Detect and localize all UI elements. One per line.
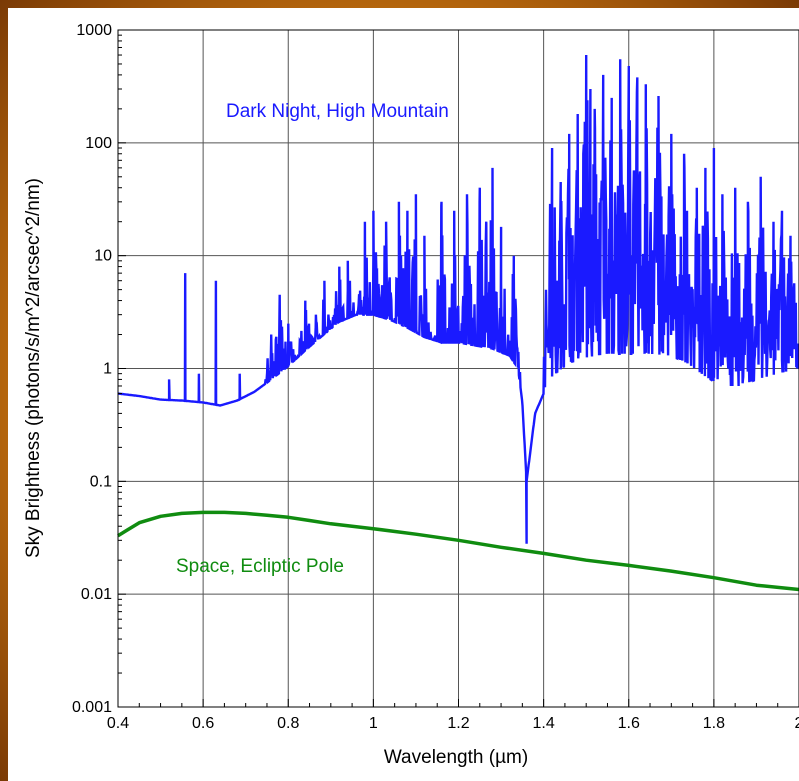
y-tick-label: 0.01 [81,586,112,603]
ticks: 0.4 0.6 0.8 1 1.2 1.4 1.6 1.8 2 0.001 0.01 0.1 1 10 10… [72,22,799,732]
x-tick-label: 0.8 [277,715,299,732]
x-axis-title: Wavelength (µm) [384,747,528,768]
chart-panel [8,8,799,781]
series-label-dark-night: Dark Night, High Mountain [226,101,449,122]
y-tick-label: 1 [103,361,112,378]
x-tick-label: 0.6 [192,715,214,732]
x-tick-label: 1.6 [618,715,640,732]
series-label-space: Space, Ecliptic Pole [176,556,344,577]
x-tick-label: 1 [369,715,378,732]
y-tick-label: 0.001 [72,699,112,716]
series-line-dark-night [117,54,799,544]
y-tick-label: 1000 [76,22,112,39]
y-tick-label: 0.1 [90,473,112,490]
x-tick-label: 1.2 [447,715,469,732]
y-axis-title: Sky Brightness (photons/s/m^2/arcsec^2/n… [23,178,44,558]
x-tick-label: 1.4 [533,715,555,732]
x-tick-label: 0.4 [107,715,129,732]
x-tick-label: 1.8 [703,715,725,732]
plot-area [117,54,799,592]
y-tick-label: 100 [85,135,112,152]
grid [117,29,799,708]
y-tick-label: 10 [94,248,112,265]
x-tick-label: 2 [795,715,799,732]
series-line-space [117,510,799,592]
